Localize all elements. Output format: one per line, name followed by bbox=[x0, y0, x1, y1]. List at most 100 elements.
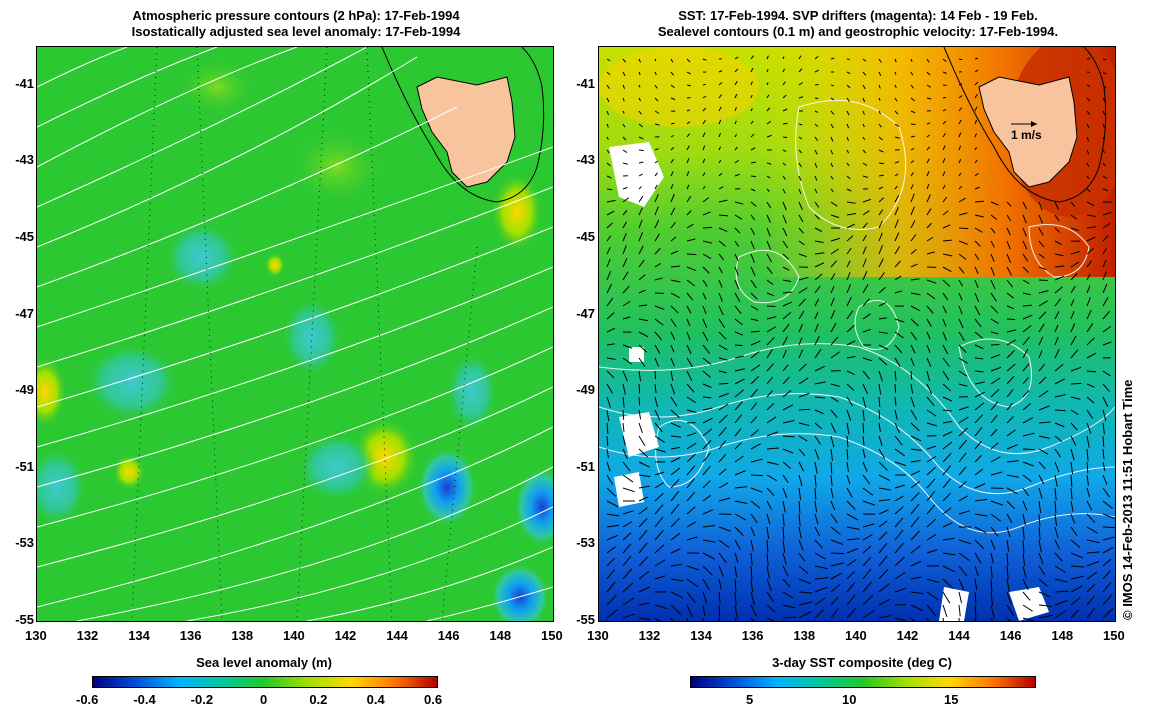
velocity-vector bbox=[686, 266, 697, 272]
axis-tick-label: 0 bbox=[260, 692, 268, 707]
left-panel-title: Atmospheric pressure contours (2 hPa): 1… bbox=[36, 8, 556, 40]
velocity-vector bbox=[942, 591, 951, 604]
velocity-vector bbox=[1070, 448, 1075, 461]
velocity-vector bbox=[846, 571, 855, 580]
velocity-vector bbox=[878, 409, 881, 420]
velocity-vector bbox=[750, 120, 754, 125]
velocity-vector bbox=[814, 409, 824, 415]
cloud-gaps bbox=[609, 142, 1049, 621]
velocity-vector bbox=[670, 383, 676, 395]
velocity-vector bbox=[622, 221, 627, 229]
velocity-vector bbox=[862, 210, 870, 216]
velocity-vector bbox=[606, 383, 613, 394]
velocity-vector bbox=[942, 71, 947, 74]
velocity-vector bbox=[606, 594, 617, 606]
velocity-vector bbox=[926, 533, 937, 541]
velocity-vector bbox=[654, 71, 657, 76]
velocity-vector bbox=[1022, 266, 1030, 274]
velocity-vector bbox=[974, 552, 982, 564]
velocity-vector bbox=[878, 97, 881, 102]
velocity-vector bbox=[702, 83, 706, 86]
velocity-vector bbox=[1006, 292, 1014, 299]
velocity-vector bbox=[606, 500, 619, 508]
velocity-vector bbox=[718, 172, 723, 177]
axis-tick-label: -47 bbox=[15, 306, 34, 321]
velocity-vector bbox=[1102, 58, 1107, 61]
velocity-vector bbox=[718, 253, 725, 261]
velocity-vector bbox=[702, 240, 713, 244]
velocity-vector bbox=[734, 146, 738, 151]
velocity-vector bbox=[798, 201, 803, 211]
velocity-vector bbox=[1070, 526, 1078, 537]
velocity-vector bbox=[974, 266, 979, 274]
axis-tick-label: -49 bbox=[576, 382, 595, 397]
velocity-vector bbox=[830, 237, 841, 242]
velocity-vector bbox=[782, 591, 794, 599]
velocity-vector bbox=[654, 184, 658, 190]
velocity-vector bbox=[958, 481, 967, 489]
axis-tick-label: -0.2 bbox=[190, 692, 214, 707]
axis-tick-label: 132 bbox=[76, 628, 99, 643]
velocity-vector bbox=[974, 468, 984, 476]
velocity-vector bbox=[1070, 435, 1077, 446]
velocity-vector bbox=[830, 435, 835, 448]
velocity-vector bbox=[910, 480, 921, 489]
velocity-vector bbox=[1038, 591, 1051, 598]
velocity-vector bbox=[702, 407, 713, 411]
velocity-vector bbox=[814, 262, 824, 268]
velocity-scale-arrow bbox=[1011, 121, 1037, 127]
velocity-vector bbox=[1102, 296, 1109, 307]
velocity-vector bbox=[1038, 448, 1049, 455]
velocity-vector bbox=[702, 370, 711, 378]
velocity-vector bbox=[1006, 416, 1014, 424]
velocity-vector bbox=[1070, 609, 1079, 619]
velocity-vector bbox=[1102, 474, 1108, 485]
velocity-vector bbox=[1102, 235, 1109, 242]
velocity-vector bbox=[942, 465, 952, 476]
velocity-vector bbox=[798, 82, 803, 86]
velocity-vector bbox=[606, 149, 610, 154]
velocity-vector bbox=[750, 253, 755, 263]
velocity-vector bbox=[1086, 188, 1091, 193]
velocity-vector bbox=[910, 234, 917, 242]
velocity-vector bbox=[638, 383, 641, 394]
velocity-vector bbox=[942, 253, 953, 257]
velocity-vector bbox=[750, 240, 755, 250]
velocity-vector bbox=[958, 197, 966, 203]
bathymetry-contour bbox=[381, 47, 545, 203]
velocity-vector bbox=[766, 617, 776, 621]
velocity-vector bbox=[766, 94, 770, 99]
velocity-vector bbox=[814, 69, 819, 73]
velocity-vector bbox=[1102, 71, 1107, 75]
velocity-vector bbox=[974, 426, 983, 437]
velocity-vector bbox=[718, 414, 728, 424]
velocity-vector bbox=[654, 544, 665, 554]
velocity-vector bbox=[638, 195, 644, 203]
velocity-vector bbox=[750, 175, 756, 178]
velocity-vector bbox=[654, 110, 660, 114]
velocity-vector bbox=[798, 611, 812, 619]
velocity-vector bbox=[990, 292, 997, 302]
velocity-vector bbox=[830, 260, 838, 268]
velocity-vector bbox=[622, 344, 633, 349]
velocity-vector bbox=[622, 510, 634, 515]
velocity-vector bbox=[734, 201, 744, 205]
velocity-vector bbox=[718, 482, 729, 489]
velocity-vector bbox=[1054, 500, 1057, 514]
velocity-vector bbox=[782, 266, 790, 271]
velocity-vector bbox=[670, 517, 680, 528]
velocity-vector bbox=[878, 531, 888, 541]
negative-anomaly-patch bbox=[37, 447, 87, 527]
velocity-vector bbox=[814, 214, 821, 220]
velocity-vector bbox=[702, 465, 711, 476]
velocity-vector bbox=[686, 536, 698, 541]
velocity-vector bbox=[638, 110, 642, 115]
velocity-vector bbox=[622, 186, 628, 190]
velocity-vector bbox=[1102, 570, 1112, 580]
velocity-vector bbox=[926, 58, 930, 63]
velocity-vector bbox=[638, 485, 650, 489]
velocity-vector bbox=[1086, 309, 1092, 320]
velocity-vector bbox=[782, 323, 790, 333]
velocity-vector bbox=[1006, 350, 1015, 359]
velocity-vector bbox=[1006, 305, 1015, 310]
